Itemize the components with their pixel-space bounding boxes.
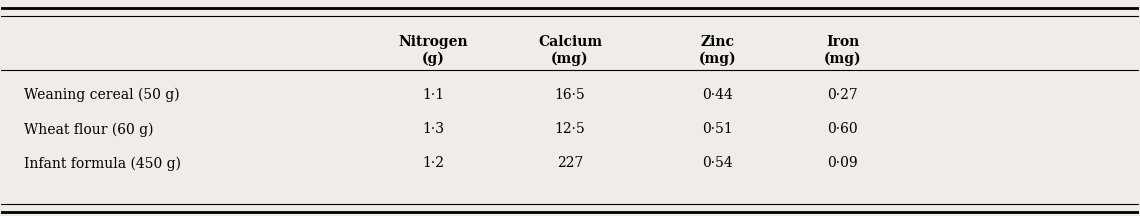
Text: Calcium
(mg): Calcium (mg): [538, 35, 602, 66]
Text: 227: 227: [556, 156, 584, 170]
Text: 0·54: 0·54: [702, 156, 733, 170]
Text: 0·51: 0·51: [702, 122, 733, 136]
Text: 0·44: 0·44: [702, 88, 733, 102]
Text: 16·5: 16·5: [555, 88, 585, 102]
Text: 1·3: 1·3: [423, 122, 445, 136]
Text: 1·1: 1·1: [423, 88, 445, 102]
Text: 0·09: 0·09: [828, 156, 858, 170]
Text: Zinc
(mg): Zinc (mg): [699, 35, 736, 66]
Text: Iron
(mg): Iron (mg): [824, 35, 862, 66]
Text: 1·2: 1·2: [423, 156, 445, 170]
Text: 0·27: 0·27: [828, 88, 858, 102]
Text: Wheat flour (60 g): Wheat flour (60 g): [24, 122, 154, 137]
Text: 0·60: 0·60: [828, 122, 858, 136]
Text: 12·5: 12·5: [555, 122, 585, 136]
Text: Weaning cereal (50 g): Weaning cereal (50 g): [24, 88, 180, 102]
Text: Nitrogen
(g): Nitrogen (g): [399, 35, 469, 66]
Text: Infant formula (450 g): Infant formula (450 g): [24, 156, 181, 171]
